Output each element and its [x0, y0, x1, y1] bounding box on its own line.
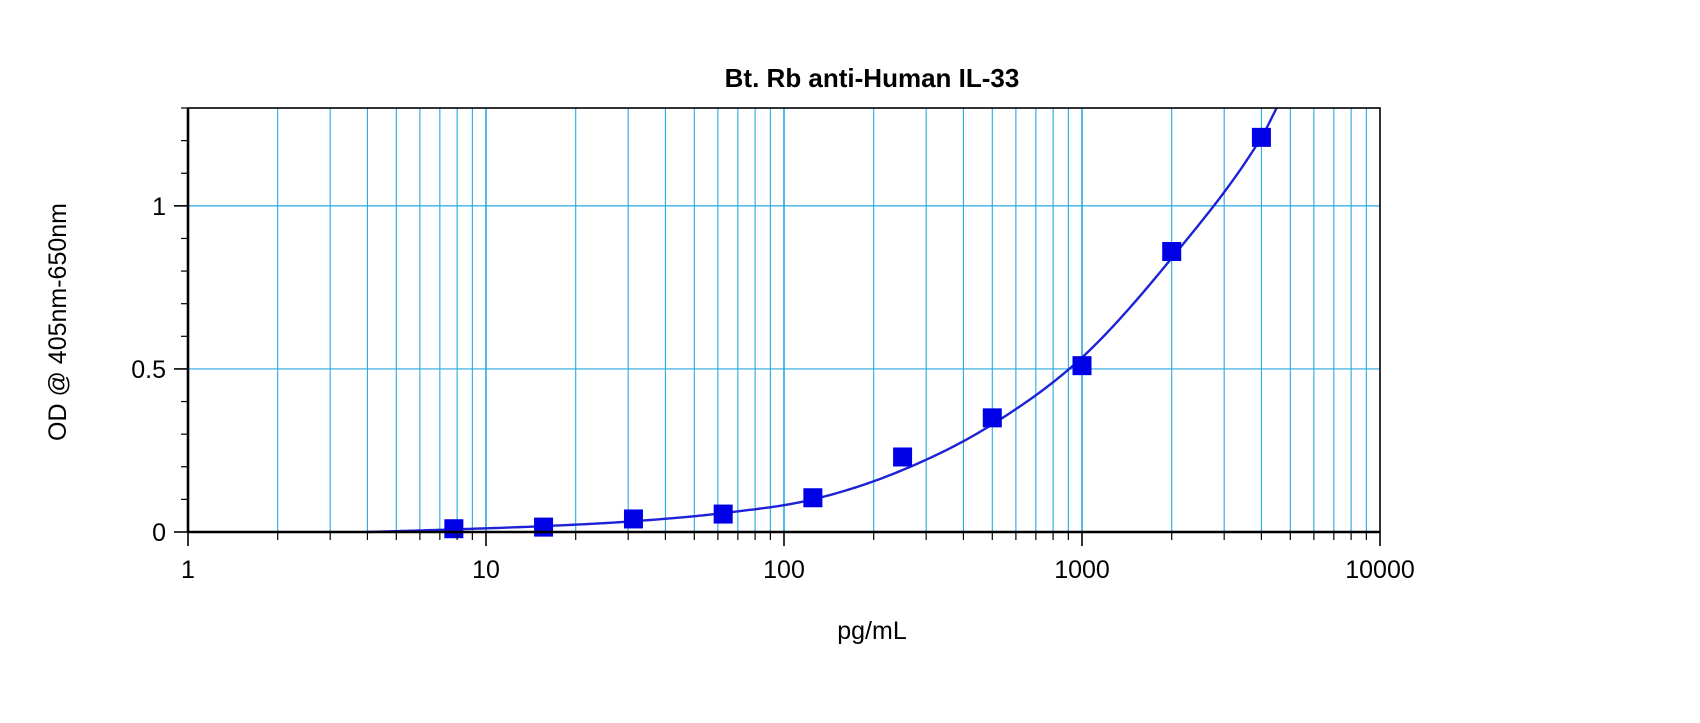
grid [188, 108, 1380, 532]
x-tick-label: 1000 [1054, 556, 1110, 584]
x-tick-label: 10 [472, 556, 500, 584]
x-axis-label: pg/mL [837, 617, 907, 645]
chart-title: Bt. Rb anti-Human IL-33 [725, 63, 1020, 93]
data-point [444, 519, 464, 539]
data-point [893, 447, 913, 467]
x-tick-label: 100 [763, 556, 805, 584]
data-point [1251, 127, 1271, 147]
data-point [1072, 356, 1092, 376]
y-axis-label: OD @ 405nm-650nm [44, 203, 72, 441]
data-point [713, 504, 733, 524]
data-point [1162, 242, 1182, 262]
data-point [982, 408, 1002, 428]
fit-curve [367, 107, 1278, 534]
axes [174, 107, 1381, 546]
y-tick-label: 0.5 [131, 356, 166, 384]
tick-labels: 1 10 100 1000 10000 0 0.5 1 [131, 193, 1415, 584]
data-point [623, 509, 643, 529]
data-point [534, 517, 554, 537]
fit-curve-layer [367, 107, 1278, 534]
x-tick-label: 10000 [1345, 556, 1415, 584]
x-tick-label: 1 [181, 556, 195, 584]
data-points [444, 127, 1271, 539]
y-tick-label: 1 [152, 193, 166, 221]
data-point [803, 488, 823, 508]
y-tick-label: 0 [152, 519, 166, 547]
